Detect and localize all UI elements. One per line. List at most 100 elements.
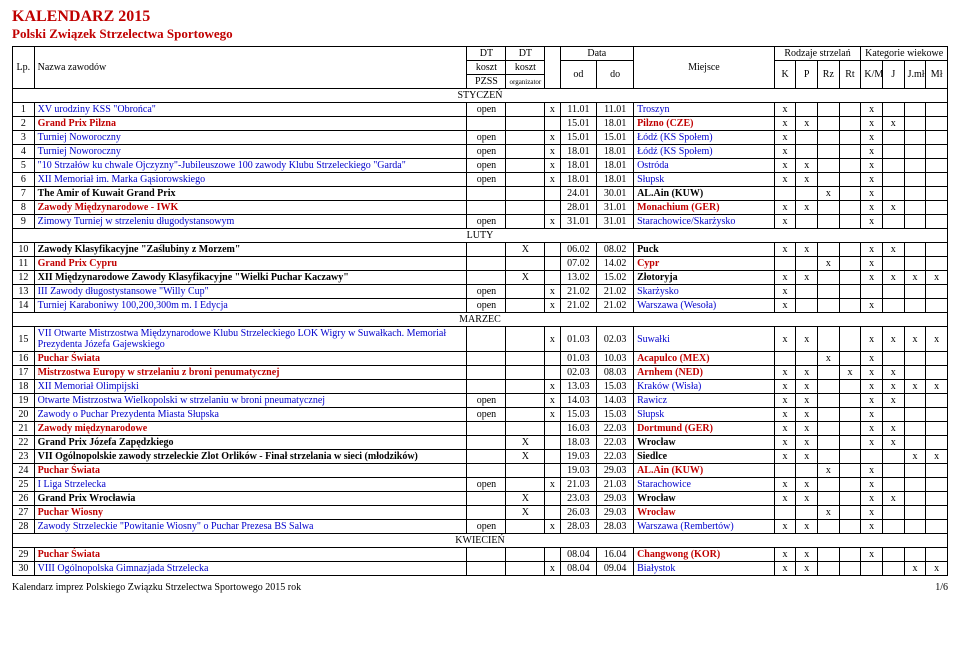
cell-do: 29.03 [597,506,634,520]
cell-J: x [882,117,904,131]
cell-Ml [926,243,948,257]
hdr-koszt2: koszt [506,61,545,75]
table-row: 16Puchar Świata01.0310.03Acapulco (MEX)x… [13,352,948,366]
cell-x [545,422,560,436]
cell-P: x [796,548,818,562]
cell-lp: 11 [13,257,35,271]
cell-K: x [774,327,796,352]
cell-x: x [545,520,560,534]
cell-K: x [774,394,796,408]
cell-k1: open [467,408,506,422]
cell-place: Wrocław [634,492,775,506]
cell-Jml: x [904,271,926,285]
hdr-name: Nazwa zawodów [34,47,467,89]
cell-Rz: x [818,187,840,201]
page-number: 1/6 [935,582,948,593]
cell-do: 22.03 [597,422,634,436]
cell-name: Grand Prix Cypru [34,257,467,271]
cell-do: 21.02 [597,299,634,313]
cell-Rz [818,366,840,380]
cell-lp: 16 [13,352,35,366]
cell-lp: 27 [13,506,35,520]
cell-k1 [467,422,506,436]
cell-k1 [467,366,506,380]
cell-k1 [467,352,506,366]
cell-do: 18.01 [597,145,634,159]
table-row: 21Zawody międzynarodowe16.0322.03Dortmun… [13,422,948,436]
cell-K [774,506,796,520]
cell-Jml [904,131,926,145]
cell-K: x [774,520,796,534]
doc-title-2: Polski Związek Strzelectwa Sportowego [12,26,948,42]
cell-K [774,464,796,478]
cell-k2 [506,408,545,422]
cell-K: x [774,103,796,117]
hdr-org: organizator [506,75,545,89]
cell-x: x [545,173,560,187]
cell-KM: x [861,201,883,215]
cell-name: III Zawody długostystansowe "Willy Cup" [34,285,467,299]
cell-place: Dortmund (GER) [634,422,775,436]
cell-J [882,464,904,478]
cell-name: Grand Prix Józefa Zapędzkiego [34,436,467,450]
cell-Rz [818,520,840,534]
header-row-1: Lp. Nazwa zawodów DT DT Data Miejsce Rod… [13,47,948,61]
cell-Jml [904,394,926,408]
cell-lp: 6 [13,173,35,187]
cell-od: 14.03 [560,394,597,408]
cell-K: x [774,117,796,131]
cell-lp: 15 [13,327,35,352]
cell-lp: 25 [13,478,35,492]
cell-k2 [506,145,545,159]
hdr-blank [545,47,560,89]
cell-K: x [774,299,796,313]
cell-do: 18.01 [597,117,634,131]
cell-Ml [926,478,948,492]
cell-P: x [796,159,818,173]
cell-k1 [467,436,506,450]
cell-k1: open [467,285,506,299]
cell-do: 28.03 [597,520,634,534]
cell-P: x [796,327,818,352]
hdr-Ml: Mł [926,61,948,89]
cell-name: VII Otwarte Mistrzostwa Międzynarodowe K… [34,327,467,352]
cell-Jml: x [904,562,926,576]
cell-name: XII Memoriał Olimpijski [34,380,467,394]
cell-Rt [839,187,861,201]
cell-k1: open [467,159,506,173]
cell-x [545,257,560,271]
cell-place: Arnhem (NED) [634,366,775,380]
cell-Ml [926,187,948,201]
table-row: 11Grand Prix Cypru07.0214.02Cyprxx [13,257,948,271]
cell-Ml [926,492,948,506]
cell-KM: x [861,436,883,450]
table-row: 26Grand Prix WrocławiaX23.0329.03Wrocław… [13,492,948,506]
table-row: 27Puchar WiosnyX26.0329.03Wrocławxx [13,506,948,520]
table-row: 3Turniej Noworocznyopenx15.0115.01Łódź (… [13,131,948,145]
cell-place: Suwałki [634,327,775,352]
cell-K: x [774,478,796,492]
cell-k2 [506,187,545,201]
cell-do: 09.04 [597,562,634,576]
cell-lp: 8 [13,201,35,215]
cell-do: 18.01 [597,159,634,173]
cell-J [882,299,904,313]
cell-K: x [774,271,796,285]
cell-place: Warszawa (Rembertów) [634,520,775,534]
cell-KM: x [861,173,883,187]
cell-k1: open [467,103,506,117]
cell-lp: 24 [13,464,35,478]
table-row: 8Zawody Międzynarodowe - IWK28.0131.01Mo… [13,201,948,215]
table-row: 12XII Międzynarodowe Zawody Klasyfikacyj… [13,271,948,285]
hdr-do: do [597,61,634,89]
month-divider: KWIECIEŃ [13,534,948,548]
cell-KM: x [861,394,883,408]
cell-k2 [506,478,545,492]
cell-x [545,271,560,285]
cell-k1 [467,257,506,271]
cell-P [796,103,818,117]
table-row: 20Zawody o Puchar Prezydenta Miasta Słup… [13,408,948,422]
cell-lp: 7 [13,187,35,201]
cell-Rt [839,159,861,173]
cell-K: x [774,215,796,229]
